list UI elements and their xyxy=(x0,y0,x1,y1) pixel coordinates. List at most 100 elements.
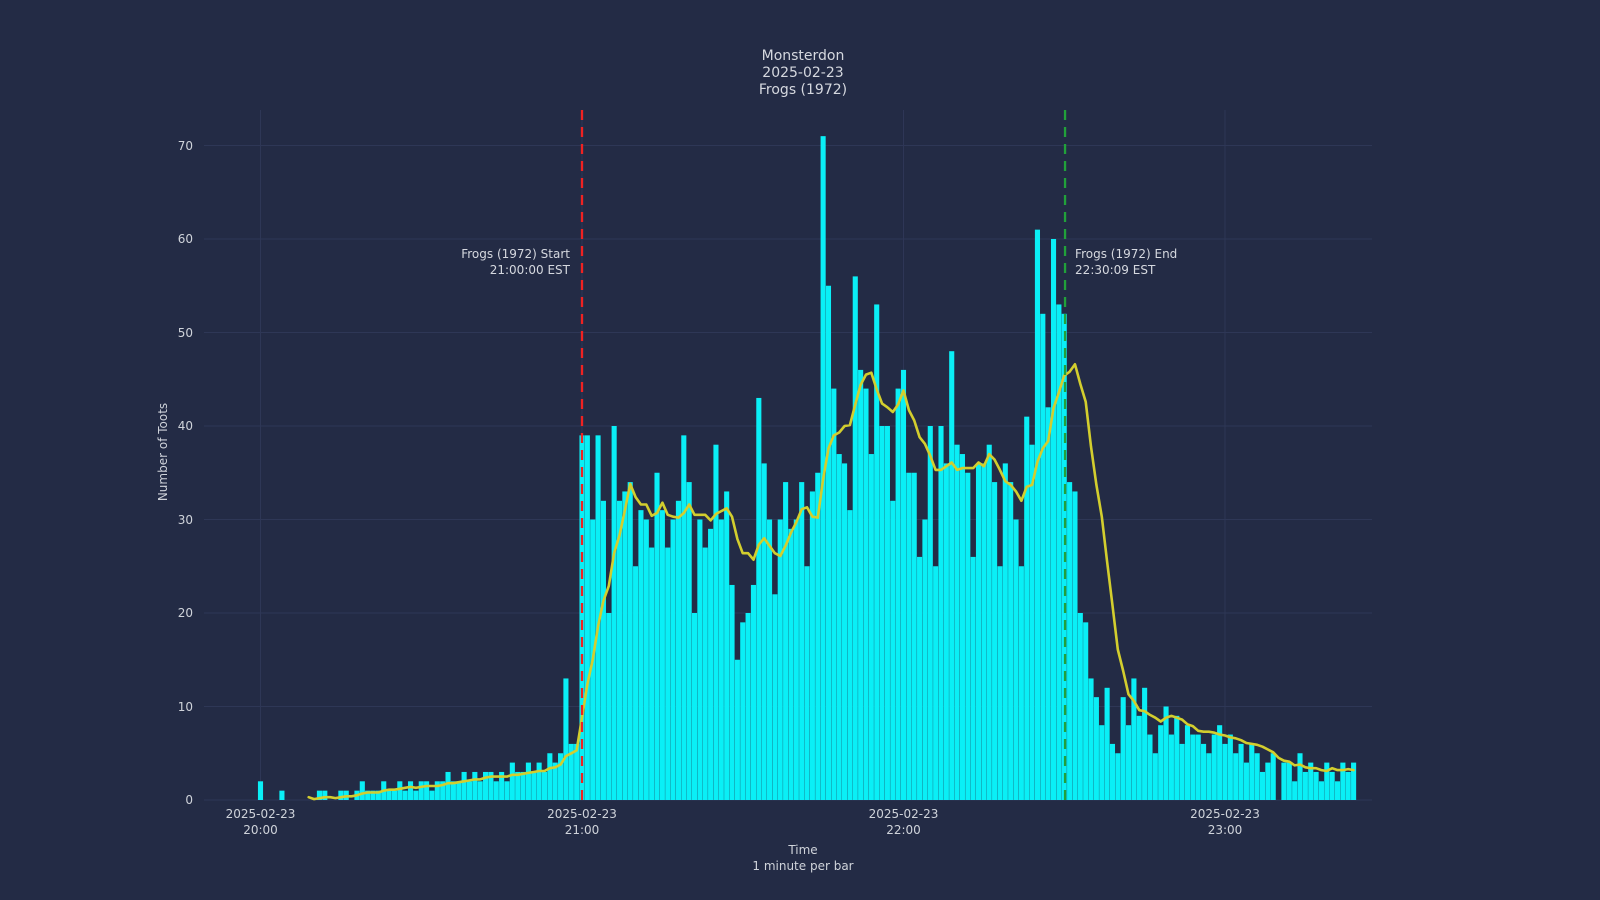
toot-count-bar xyxy=(820,136,826,800)
toot-count-bar xyxy=(675,500,681,800)
toot-count-bar xyxy=(1109,743,1116,800)
toot-count-bar xyxy=(1104,687,1110,800)
toot-count-bar xyxy=(1088,678,1094,800)
toot-count-bar xyxy=(697,519,703,800)
toot-count-bar xyxy=(600,500,606,800)
toot-count-bar xyxy=(515,771,521,800)
toot-count-bar xyxy=(649,547,655,800)
toot-count-bar xyxy=(1152,753,1158,800)
toot-count-bar xyxy=(1072,491,1078,800)
toot-count-bar xyxy=(643,519,649,800)
toot-count-bar xyxy=(627,482,633,800)
toot-count-bar xyxy=(472,771,478,800)
toot-count-bar xyxy=(1206,753,1212,800)
toot-count-bar xyxy=(686,482,692,800)
toot-count-bar xyxy=(595,435,601,800)
toot-count-bar xyxy=(868,454,874,800)
toot-count-bar xyxy=(702,547,708,800)
x-tick-time: 21:00 xyxy=(564,823,600,837)
toot-count-bar xyxy=(536,762,542,800)
y-tick-label: 50 xyxy=(177,325,193,340)
toot-count-bar xyxy=(1345,771,1351,800)
toot-count-bar xyxy=(734,659,740,800)
toot-count-bar xyxy=(724,491,730,800)
toot-count-bar xyxy=(1142,687,1148,800)
toot-count-bar xyxy=(1034,229,1041,800)
toot-count-bar xyxy=(1281,762,1287,800)
x-axis-label: Time xyxy=(788,843,818,857)
toot-count-bar xyxy=(633,566,639,800)
toot-count-bar xyxy=(884,426,890,800)
toot-count-bar xyxy=(1179,743,1185,800)
toot-count-bar xyxy=(997,566,1003,800)
toot-count-bar xyxy=(547,753,553,800)
toot-count-bar xyxy=(370,790,376,800)
toot-count-bar xyxy=(975,463,982,800)
toot-count-bar xyxy=(1050,239,1057,800)
toot-count-bar xyxy=(1238,743,1244,800)
x-tick-label: 2025-02-23 20:00 xyxy=(226,806,296,838)
toot-count-bar xyxy=(1125,725,1132,800)
toot-count-bar xyxy=(943,463,949,800)
toot-count-bar xyxy=(847,510,853,800)
toot-count-bar xyxy=(1243,762,1249,800)
toot-count-bar xyxy=(858,369,864,800)
toot-count-bar xyxy=(1158,725,1164,800)
toot-count-bar xyxy=(777,519,783,800)
toot-count-bar xyxy=(445,771,451,800)
toot-count-bar xyxy=(659,510,665,800)
toot-count-bar xyxy=(842,463,848,800)
toot-count-bar xyxy=(1174,715,1180,800)
toot-count-bar xyxy=(1217,725,1223,800)
x-tick-time: 22:00 xyxy=(886,823,921,837)
toot-count-bar xyxy=(815,472,821,800)
toot-count-bar xyxy=(434,781,440,800)
toot-count-bar xyxy=(1077,613,1083,800)
toot-count-bar xyxy=(488,771,494,800)
toot-count-bar xyxy=(531,771,537,800)
toot-count-bar xyxy=(772,594,778,800)
toot-count-bar xyxy=(440,781,446,800)
toot-count-bar xyxy=(670,519,676,800)
toot-count-bar xyxy=(788,528,794,800)
toot-count-bar xyxy=(1120,697,1126,800)
toot-count-bar xyxy=(579,435,585,800)
toot-count-bar xyxy=(986,444,992,800)
toot-count-bar xyxy=(611,426,617,800)
toot-count-bar xyxy=(718,519,724,800)
toot-count-bar xyxy=(574,743,580,800)
toot-count-bar xyxy=(783,482,789,800)
toot-count-bar xyxy=(606,613,612,800)
toot-count-bar xyxy=(708,528,714,800)
toot-count-bar xyxy=(1329,771,1335,800)
toot-count-bar xyxy=(1249,743,1255,800)
toot-count-bar xyxy=(402,790,408,800)
toot-count-bar xyxy=(863,388,869,800)
toot-count-bar xyxy=(1002,463,1008,800)
toot-count-bar xyxy=(429,790,435,800)
end-annotation: Frogs (1972) End 22:30:09 EST xyxy=(1075,246,1177,278)
toot-count-bar xyxy=(959,454,965,800)
rolling-mean-line xyxy=(307,362,1355,801)
toot-count-bar xyxy=(1259,771,1266,800)
y-axis-label: Number of Toots xyxy=(156,402,170,502)
toot-count-bar xyxy=(1115,753,1121,800)
toot-count-bar xyxy=(1163,706,1169,800)
toot-count-bar xyxy=(1190,734,1196,800)
toot-count-bar xyxy=(1334,781,1341,800)
chart-title: Monsterdon 2025-02-23 Frogs (1972) xyxy=(759,48,847,99)
toot-count-bar xyxy=(793,519,799,800)
y-tick-label: 10 xyxy=(177,699,193,714)
toot-count-bar xyxy=(1147,734,1153,800)
toot-count-bar xyxy=(1318,781,1324,800)
toot-count-bar xyxy=(681,435,687,800)
start-annotation-label: Frogs (1972) Start xyxy=(461,247,570,261)
toot-count-bar xyxy=(365,790,371,800)
x-tick-date: 2025-02-23 xyxy=(225,807,296,821)
toot-count-bar xyxy=(965,472,971,800)
y-tick-label: 60 xyxy=(177,232,193,246)
toot-count-bar xyxy=(804,566,810,800)
toot-count-bar xyxy=(584,435,590,800)
toot-count-bar xyxy=(809,491,815,800)
toot-count-bar xyxy=(1067,482,1073,800)
